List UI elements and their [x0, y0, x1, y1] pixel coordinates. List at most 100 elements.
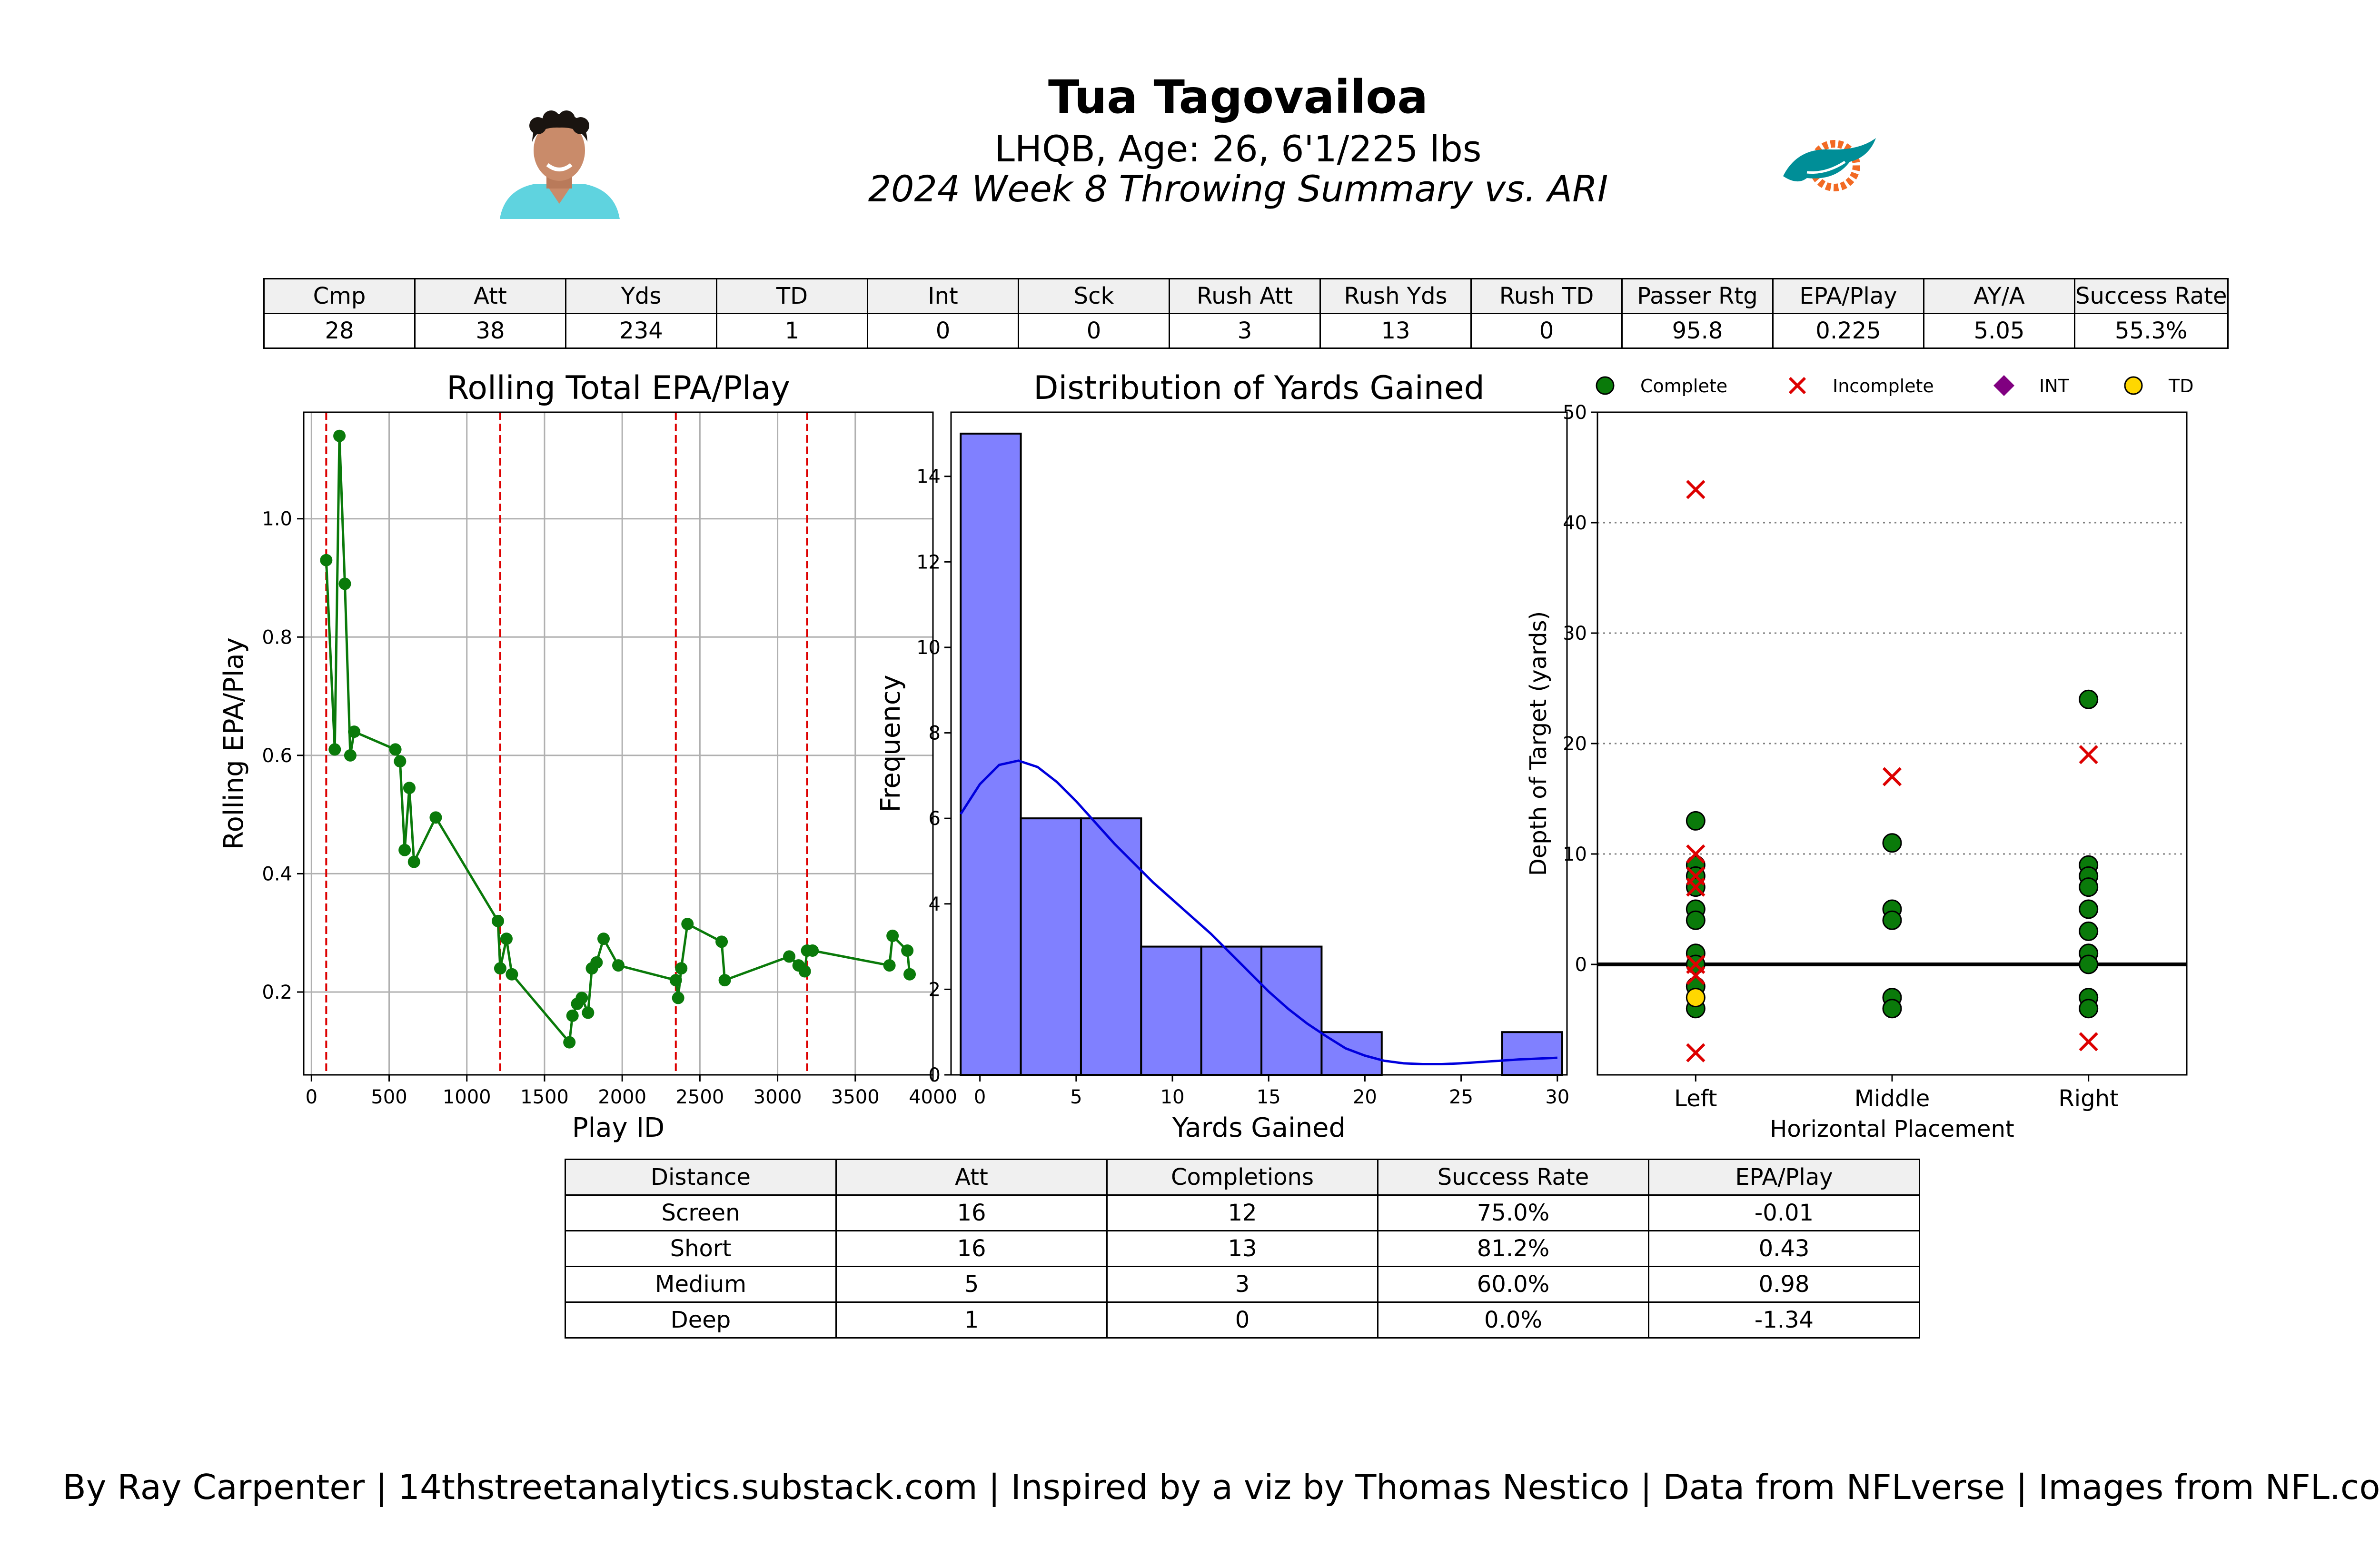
- summary-header-cell: Yds: [565, 278, 717, 314]
- distance-header-cell: Distance: [565, 1159, 837, 1196]
- epa-data-point: [389, 743, 402, 756]
- distance-cell: 16: [835, 1230, 1108, 1267]
- x-tick-label: 2500: [675, 1086, 724, 1108]
- incomplete-marker: [1686, 1043, 1706, 1062]
- plot-frame: [950, 411, 1568, 1076]
- x-tick-label: 30: [1545, 1086, 1569, 1108]
- epa-data-point: [492, 914, 505, 927]
- distance-cell: Short: [565, 1230, 837, 1267]
- x-tick-label: 20: [1353, 1086, 1377, 1108]
- y-tick-label: 20: [1563, 733, 1587, 755]
- x-tick-label: 1500: [520, 1086, 569, 1108]
- y-tick-label: 2: [929, 979, 941, 1001]
- y-tick-label: 0: [929, 1064, 941, 1086]
- complete-marker: [2079, 877, 2099, 897]
- epa-data-point: [675, 962, 688, 975]
- x-tick-label: 5: [1070, 1086, 1082, 1108]
- epa-data-point: [669, 974, 682, 987]
- histogram-bar: [1020, 817, 1082, 1076]
- distance-cell: 60.0%: [1377, 1266, 1649, 1303]
- summary-table: Cmp Att Yds TD Int Sck Rush Att Rush Yds…: [263, 278, 2229, 349]
- footer-credits: By Ray Carpenter | 14thstreetanalytics.s…: [62, 1467, 2380, 1507]
- epa-data-point: [566, 1009, 579, 1022]
- kde-curve: [960, 759, 1557, 1066]
- summary-header-cell: Int: [867, 278, 1019, 314]
- epa-data-point: [582, 1006, 595, 1019]
- distance-cell: 16: [835, 1194, 1108, 1231]
- incomplete-marker: [1882, 767, 1902, 786]
- summary-header-cell: Rush TD: [1470, 278, 1623, 314]
- yards-distribution-chart: 0 5 10 15 20 25 30 0 2 4 6 8 10 12 14 Distribution of Y…: [875, 369, 1569, 1143]
- player-headshot-image: [500, 110, 620, 219]
- summary-header-cell: Passer Rtg: [1621, 278, 1774, 314]
- distance-header-cell: Success Rate: [1377, 1159, 1649, 1196]
- summary-header-cell: AY/A: [1923, 278, 2075, 314]
- y-tick-label: 14: [916, 466, 941, 488]
- legend-int-marker: [1993, 375, 2014, 396]
- team-logo: [1783, 138, 1876, 191]
- histogram-bar: [1140, 945, 1202, 1076]
- histogram-bar: [1501, 1031, 1563, 1076]
- legend-td-marker: [2124, 376, 2143, 395]
- legend-label: Complete: [1640, 376, 1727, 397]
- distance-header-cell: Att: [835, 1159, 1108, 1196]
- y-axis-label: Rolling EPA/Play: [218, 637, 249, 850]
- summary-value-cell: 55.3%: [2074, 313, 2229, 349]
- summary-header-cell: Cmp: [263, 278, 416, 314]
- epa-data-point: [563, 1036, 576, 1049]
- epa-data-point: [590, 956, 603, 969]
- y-tick-label: 40: [1563, 512, 1587, 534]
- summary-header-cell: Success Rate: [2074, 278, 2229, 314]
- epa-data-point: [320, 554, 333, 566]
- distance-cell: 0: [1106, 1301, 1378, 1339]
- summary-value-cell: 1: [716, 313, 868, 349]
- epa-series-line: [325, 436, 911, 1045]
- distance-cell: Deep: [565, 1301, 837, 1339]
- distance-cell: 0.98: [1648, 1266, 1920, 1303]
- player-name: Tua Tagovailoa: [1048, 70, 1428, 124]
- distance-header-cell: EPA/Play: [1648, 1159, 1920, 1196]
- distance-table-header-row: Distance Att Completions Success Rate EP…: [565, 1159, 1920, 1196]
- epa-data-point: [407, 855, 420, 868]
- complete-marker: [1882, 833, 1902, 853]
- summary-header-cell: Rush Att: [1169, 278, 1321, 314]
- y-tick-label: 0.6: [262, 745, 292, 767]
- complete-marker: [2079, 921, 2099, 941]
- incomplete-marker: [1686, 877, 1706, 897]
- summary-value-cell: 0: [867, 313, 1019, 349]
- legend-label: TD: [2168, 376, 2193, 397]
- distance-cell: -0.01: [1648, 1194, 1920, 1231]
- summary-value-cell: 38: [414, 313, 566, 349]
- epa-data-point: [403, 782, 416, 794]
- summary-value-cell: 13: [1319, 313, 1472, 349]
- distance-cell: -1.34: [1648, 1301, 1920, 1339]
- summary-value-cell: 0: [1470, 313, 1623, 349]
- epa-data-point: [901, 944, 914, 957]
- incomplete-marker: [2079, 1032, 2098, 1052]
- epa-data-point: [500, 933, 513, 945]
- complete-marker: [1686, 811, 1706, 831]
- epa-data-point: [575, 992, 588, 1004]
- y-tick-label: 0.2: [262, 982, 292, 1003]
- complete-marker: [1882, 999, 1902, 1019]
- summary-table-header-row: Cmp Att Yds TD Int Sck Rush Att Rush Yds…: [263, 278, 2229, 314]
- distance-table-row: Medium 5 3 60.0% 0.98: [565, 1266, 1920, 1303]
- complete-marker: [2079, 899, 2099, 919]
- epa-data-point: [338, 577, 351, 590]
- epa-data-point: [783, 950, 796, 963]
- target-depth-chart: Left Middle Right 0 10 20 30 40 50 Horizontal Pla…: [1525, 375, 2193, 1142]
- epa-data-point: [903, 968, 916, 981]
- complete-marker: [2079, 954, 2099, 974]
- chart-title: Rolling Total EPA/Play: [446, 369, 790, 407]
- x-tick-label: 0: [974, 1086, 986, 1108]
- epa-data-point: [886, 929, 899, 942]
- summary-value-cell: 3: [1169, 313, 1321, 349]
- x-tick-label: Middle: [1854, 1085, 1930, 1112]
- y-tick-label: 0: [1575, 954, 1587, 976]
- distance-cell: Screen: [565, 1194, 837, 1231]
- y-tick-label: 8: [929, 723, 941, 744]
- distance-cell: 75.0%: [1377, 1194, 1649, 1231]
- y-tick-label: 12: [916, 551, 941, 573]
- y-tick-label: 1.0: [262, 508, 292, 530]
